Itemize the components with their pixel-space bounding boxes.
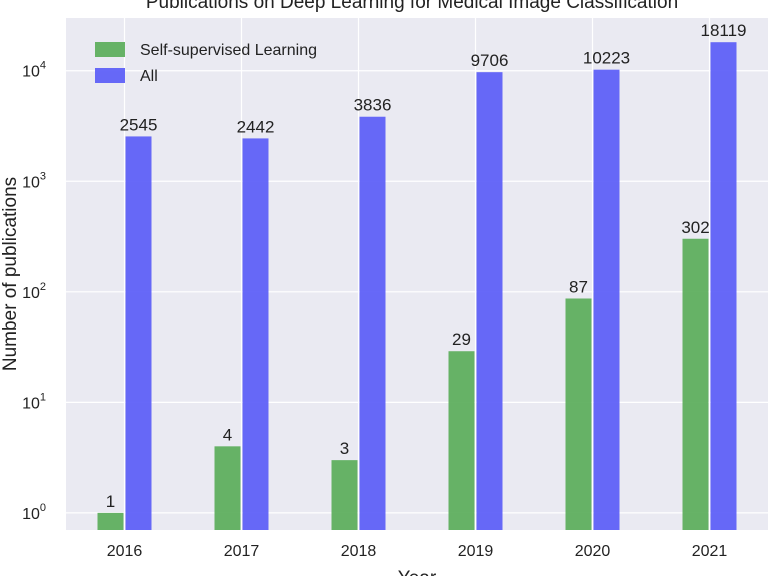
y-tick-label: 101 bbox=[22, 391, 46, 412]
bar-value-label: 302 bbox=[681, 218, 709, 237]
y-tick-label: 100 bbox=[22, 502, 46, 523]
x-tick-label: 2018 bbox=[341, 543, 377, 560]
bar-self-supervised bbox=[682, 238, 709, 530]
bar-self-supervised bbox=[97, 512, 124, 530]
bar-value-label: 87 bbox=[569, 277, 588, 296]
bars bbox=[97, 42, 737, 531]
legend-swatch bbox=[95, 68, 125, 83]
bar-all bbox=[710, 42, 737, 531]
x-tick-label: 2019 bbox=[458, 543, 494, 560]
bar-all bbox=[125, 136, 152, 531]
x-tick-labels: 2016 2017 2018 2019 2020 2021 bbox=[107, 543, 728, 560]
y-tick-label: 103 bbox=[22, 170, 46, 191]
y-tick-label: 104 bbox=[22, 60, 46, 81]
bar-all bbox=[593, 69, 620, 531]
bar-self-supervised bbox=[331, 460, 358, 530]
legend-label: All bbox=[140, 68, 158, 85]
x-tick-label: 2016 bbox=[107, 543, 143, 560]
bar-value-label: 2442 bbox=[237, 117, 275, 136]
bar-value-label: 9706 bbox=[471, 51, 509, 70]
bar-value-label: 18119 bbox=[700, 21, 746, 40]
x-tick-label: 2017 bbox=[224, 543, 260, 560]
bar-labels: 1 4 3 29 87 302 2545 2442 3836 9706 10223 18119 bbox=[106, 21, 747, 511]
bar-all bbox=[359, 116, 386, 531]
y-tick-label: 102 bbox=[22, 281, 46, 302]
bar-value-label: 2545 bbox=[120, 115, 158, 134]
bar-self-supervised bbox=[565, 298, 592, 530]
legend-label: Self-supervised Learning bbox=[140, 42, 317, 59]
x-tick-label: 2021 bbox=[692, 543, 728, 560]
bar-all bbox=[242, 138, 269, 530]
bar-value-label: 10223 bbox=[583, 49, 630, 68]
y-tick-labels: 100 101 102 103 104 bbox=[22, 60, 46, 523]
legend-swatch bbox=[95, 42, 125, 57]
bar-self-supervised bbox=[448, 351, 475, 530]
plot-area bbox=[66, 18, 768, 530]
bar-self-supervised bbox=[214, 446, 241, 530]
legend: Self-supervised Learning All bbox=[95, 42, 317, 85]
x-tick-label: 2020 bbox=[575, 543, 611, 560]
chart-title: Publications on Deep Learning for Medica… bbox=[146, 0, 678, 13]
grid bbox=[66, 18, 768, 530]
bar-value-label: 3 bbox=[340, 439, 349, 458]
bar-value-label: 4 bbox=[223, 425, 232, 444]
y-axis-label: Number of publications bbox=[0, 177, 21, 371]
bar-all bbox=[476, 72, 503, 531]
bar-value-label: 1 bbox=[106, 492, 115, 511]
x-axis-label: Year bbox=[398, 568, 437, 576]
bar-value-label: 29 bbox=[452, 330, 471, 349]
bar-value-label: 3836 bbox=[354, 96, 392, 115]
